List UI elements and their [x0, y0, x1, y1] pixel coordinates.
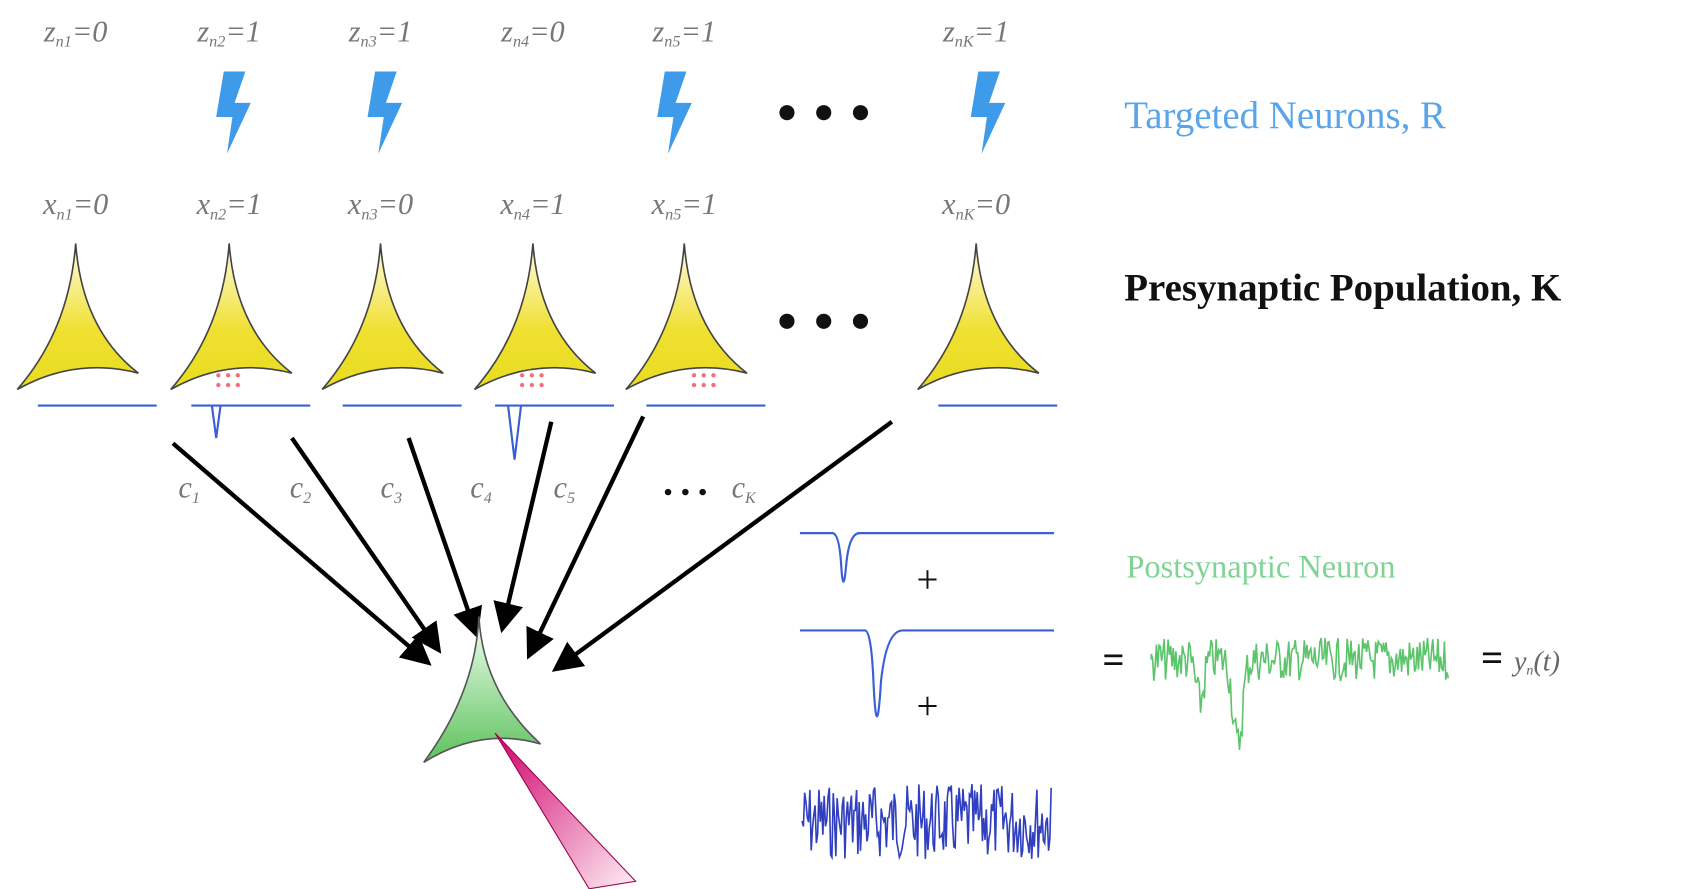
presynaptic-neuron	[171, 243, 292, 389]
output-label: =yn(t)	[1481, 636, 1560, 679]
presynaptic-neuron	[626, 243, 747, 389]
vesicle	[236, 383, 240, 387]
connection-arrow	[292, 438, 438, 649]
presynaptic-neuron	[17, 243, 138, 389]
postsynaptic-neuron	[424, 616, 541, 762]
variable-label: xn1=0	[42, 187, 108, 223]
noise-trace	[802, 784, 1051, 859]
vesicle	[530, 373, 534, 377]
variable-label: xn4=1	[499, 187, 565, 223]
vesicle	[711, 373, 715, 377]
variable-label: zn2=1	[196, 14, 261, 50]
page: {"neurons":[ {"z":{"var":"z","sub":"n1",…	[0, 0, 1695, 889]
diagram: zn1=0 xn1=0 c1 zn2=1 xn2=1 c2 zn3=1 xn3=0 c3 zn4=…	[0, 0, 1695, 889]
presynaptic-neuron	[322, 243, 443, 389]
variable-label: xnK=0	[941, 187, 1010, 223]
electrode	[495, 733, 636, 889]
vesicle	[702, 373, 706, 377]
vesicle	[236, 373, 240, 377]
weight-label: c3	[381, 470, 403, 506]
vesicle	[226, 383, 230, 387]
lightning-bolt	[657, 72, 692, 154]
variable-label: zn4=0	[500, 14, 565, 50]
arrows	[173, 416, 892, 668]
weight-label: c1	[178, 470, 200, 506]
weight-label: c2	[290, 470, 312, 506]
equals: =	[1102, 639, 1124, 682]
weight-label: c4	[470, 470, 492, 506]
variable-label: xn3=0	[347, 187, 413, 223]
variable-label: xn2=1	[196, 187, 262, 223]
vesicle	[226, 373, 230, 377]
plus: +	[917, 559, 939, 602]
vesicle	[692, 383, 696, 387]
vesicle	[702, 383, 706, 387]
variable-label: zn1=0	[43, 14, 108, 50]
presynaptic-neuron	[918, 243, 1039, 389]
epsp-dip	[212, 406, 221, 438]
connection-arrow	[503, 422, 552, 627]
lightning-bolt	[368, 72, 403, 154]
vesicle	[520, 383, 524, 387]
neurons: zn1=0 xn1=0 c1 zn2=1 xn2=1 c2 zn3=1 xn3=0 c3 zn4=…	[17, 14, 1057, 507]
weight-label: cK	[732, 470, 757, 506]
targeted-label: Targeted Neurons, R	[1124, 94, 1446, 137]
vesicle	[692, 373, 696, 377]
variable-label: zn3=1	[348, 14, 413, 50]
vesicle	[520, 373, 524, 377]
variable-label: znK=1	[942, 14, 1009, 50]
postsynaptic-label: Postsynaptic Neuron	[1126, 549, 1395, 585]
vesicle	[530, 383, 534, 387]
connection-arrow	[409, 438, 476, 633]
variable-label: zn5=1	[652, 14, 717, 50]
vesicle	[539, 383, 543, 387]
weight-label: c5	[554, 470, 576, 506]
lightning-bolt	[216, 72, 251, 154]
presynaptic-neuron	[475, 243, 596, 389]
vesicle	[216, 373, 220, 377]
vesicle	[539, 373, 543, 377]
vesicle	[711, 383, 715, 387]
vesicle	[216, 383, 220, 387]
output-trace	[1151, 638, 1448, 750]
presynaptic-label: Presynaptic Population, K	[1124, 267, 1561, 310]
plus: +	[917, 685, 939, 728]
variable-label: xn5=1	[651, 187, 717, 223]
lightning-bolt	[971, 72, 1006, 154]
epsp-dip	[508, 406, 521, 460]
